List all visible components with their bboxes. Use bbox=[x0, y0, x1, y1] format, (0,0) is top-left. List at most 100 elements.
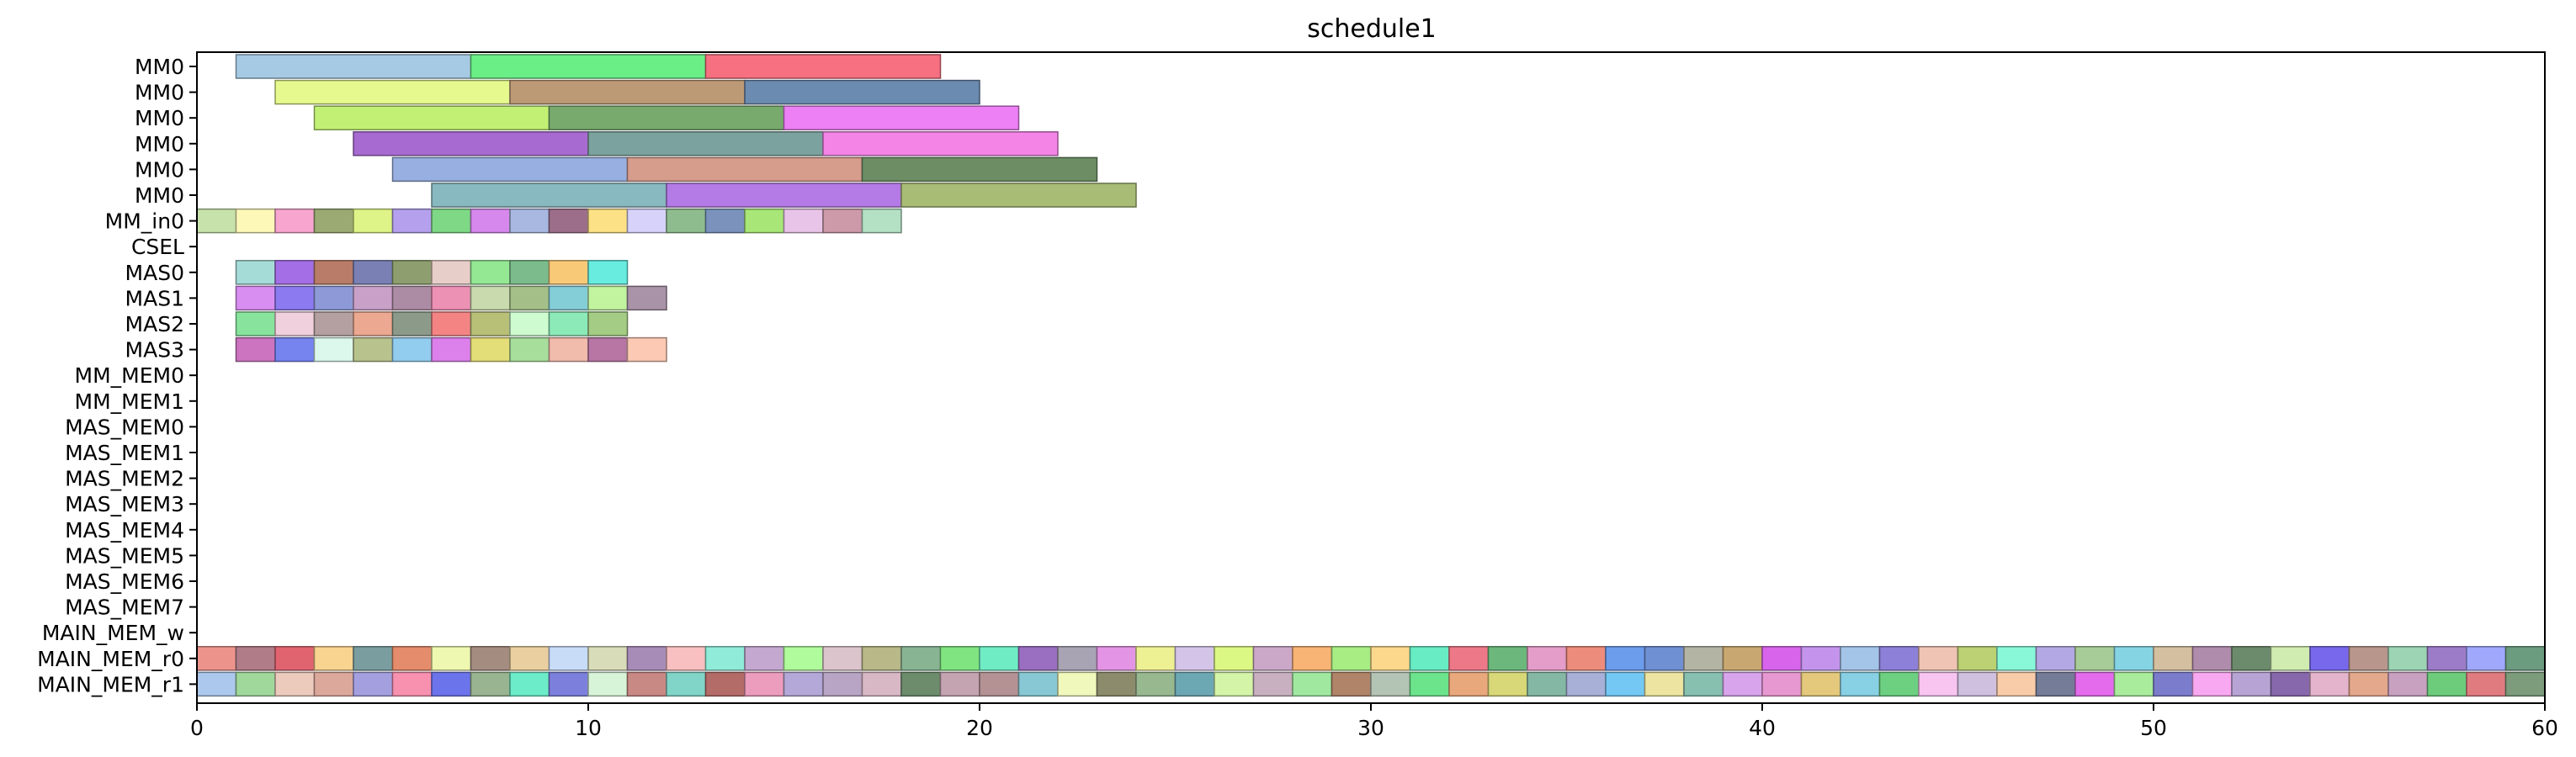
y-tick-label: MM0 bbox=[135, 183, 184, 208]
task-bar bbox=[470, 646, 511, 671]
task-bar bbox=[1448, 646, 1490, 671]
task-bar bbox=[470, 311, 511, 336]
task-bar bbox=[548, 646, 589, 671]
x-tick-label: 20 bbox=[966, 716, 993, 740]
task-bar bbox=[822, 646, 863, 671]
task-bar bbox=[235, 311, 276, 336]
task-bar bbox=[704, 671, 746, 697]
task-bar bbox=[1840, 671, 1881, 697]
task-bar bbox=[1918, 671, 1959, 697]
task-bar bbox=[744, 671, 785, 697]
task-bar bbox=[2504, 671, 2546, 697]
task-bar bbox=[353, 260, 394, 285]
task-bar bbox=[431, 183, 667, 208]
y-tick-label: MAIN_MEM_w bbox=[42, 621, 184, 645]
task-bar bbox=[626, 336, 667, 363]
task-bar bbox=[1214, 671, 1255, 697]
task-bar bbox=[1761, 646, 1803, 671]
task-bar bbox=[313, 671, 354, 697]
task-bar bbox=[861, 671, 902, 697]
task-bar bbox=[235, 260, 276, 285]
task-bar bbox=[1761, 671, 1803, 697]
task-bar bbox=[509, 208, 550, 234]
task-bar bbox=[666, 183, 902, 208]
task-bar bbox=[1292, 646, 1333, 671]
task-bar bbox=[391, 156, 629, 183]
task-bar bbox=[391, 311, 433, 336]
task-bar bbox=[1527, 671, 1568, 697]
task-bar bbox=[2074, 646, 2116, 671]
task-bar bbox=[1370, 671, 1411, 697]
task-bar bbox=[2426, 646, 2467, 671]
task-bar bbox=[2035, 646, 2076, 671]
task-bar bbox=[235, 208, 276, 234]
task-bar bbox=[1878, 646, 1920, 671]
task-bar bbox=[626, 208, 667, 234]
task-bar bbox=[1644, 646, 1685, 671]
task-bar bbox=[1957, 646, 1998, 671]
task-bar bbox=[470, 671, 511, 697]
task-bar bbox=[470, 54, 707, 79]
task-bars bbox=[196, 54, 2546, 697]
task-bar bbox=[1527, 646, 1568, 671]
task-bar bbox=[744, 208, 785, 234]
task-bar bbox=[2504, 646, 2546, 671]
task-bar bbox=[431, 208, 472, 234]
task-bar bbox=[470, 260, 511, 285]
task-bar bbox=[666, 208, 707, 234]
task-bar bbox=[783, 105, 1020, 130]
task-bar bbox=[548, 260, 589, 285]
task-bar bbox=[2191, 671, 2233, 697]
task-bar bbox=[353, 311, 394, 336]
task-bar bbox=[587, 131, 824, 156]
task-bar bbox=[391, 646, 433, 671]
task-bar bbox=[274, 311, 316, 336]
task-bar bbox=[1409, 671, 1450, 697]
task-bar bbox=[391, 285, 433, 311]
y-tick-label: MAS_MEM0 bbox=[65, 415, 184, 439]
task-bar bbox=[1800, 671, 1841, 697]
y-tick-label: MAS_MEM1 bbox=[65, 441, 184, 465]
task-bar bbox=[704, 208, 746, 234]
task-bar bbox=[783, 646, 824, 671]
task-bar bbox=[353, 131, 589, 156]
task-bar bbox=[274, 671, 316, 697]
y-tick-label: MAS_MEM3 bbox=[65, 492, 184, 516]
task-bar bbox=[1722, 671, 1763, 697]
task-bar bbox=[822, 208, 863, 234]
x-tick-label: 30 bbox=[1357, 716, 1384, 740]
task-bar bbox=[509, 285, 550, 311]
task-bar bbox=[1017, 646, 1059, 671]
task-bar bbox=[1878, 671, 1920, 697]
task-bar bbox=[235, 336, 276, 363]
task-bar bbox=[353, 285, 394, 311]
task-bar bbox=[274, 260, 316, 285]
task-bar bbox=[1565, 671, 1607, 697]
task-bar bbox=[1174, 646, 1215, 671]
task-bar bbox=[2387, 671, 2429, 697]
task-bar bbox=[861, 646, 902, 671]
task-bar bbox=[1683, 646, 1724, 671]
task-bar bbox=[196, 646, 237, 671]
task-bar bbox=[1135, 671, 1176, 697]
y-tick-label: MAS_MEM4 bbox=[65, 518, 184, 543]
task-bar bbox=[1800, 646, 1841, 671]
task-bar bbox=[1096, 646, 1137, 671]
task-bar bbox=[313, 646, 354, 671]
task-bar bbox=[1996, 646, 2037, 671]
task-bar bbox=[979, 671, 1020, 697]
y-tick-label: MAS1 bbox=[125, 286, 184, 310]
task-bar bbox=[2426, 671, 2467, 697]
task-bar bbox=[587, 646, 629, 671]
task-bar bbox=[2387, 646, 2429, 671]
task-bar bbox=[1057, 671, 1098, 697]
task-bar bbox=[1487, 671, 1528, 697]
y-tick-label: MM0 bbox=[135, 132, 184, 156]
task-bar bbox=[391, 208, 433, 234]
task-bar bbox=[313, 260, 354, 285]
task-bar bbox=[509, 336, 550, 363]
task-bar bbox=[783, 208, 824, 234]
y-tick-label: MAS_MEM7 bbox=[65, 596, 184, 620]
task-bar bbox=[900, 646, 942, 671]
